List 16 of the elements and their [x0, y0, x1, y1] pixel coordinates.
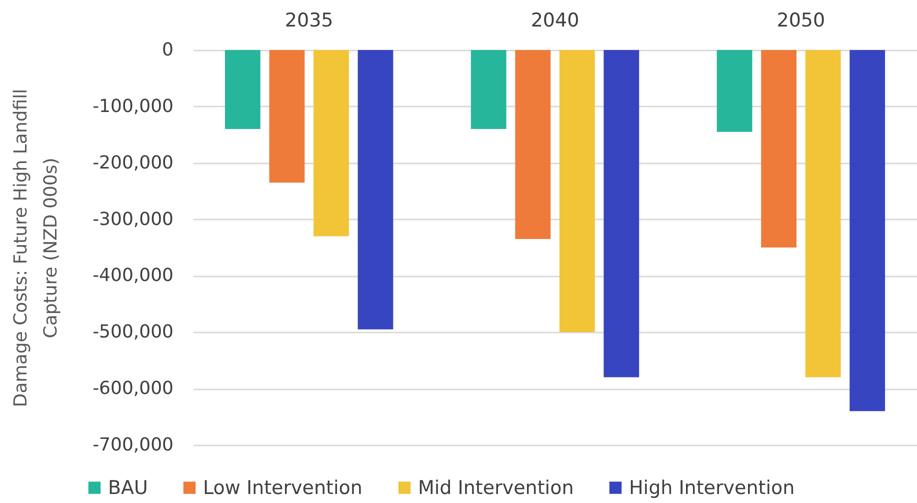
y-tick-label: -500,000	[92, 322, 174, 343]
y-tick-label: -100,000	[92, 96, 174, 117]
y-tick-label: 0	[162, 40, 174, 60]
y-tick-label: -700,000	[92, 434, 174, 456]
x-tick-label: 2035	[284, 10, 334, 32]
legend-label: Low Intervention	[203, 476, 362, 499]
y-tick-label: -400,000	[92, 265, 174, 286]
legend-label: BAU	[108, 476, 148, 499]
y-tick-label: -300,000	[92, 208, 174, 230]
y-tick-label: -600,000	[92, 378, 174, 400]
x-tick-label: 2040	[530, 10, 580, 32]
legend-label: Mid Intervention	[418, 476, 574, 499]
legend-label: High Intervention	[629, 476, 795, 499]
x-tick-label: 2050	[776, 10, 826, 32]
y-axis-title: Damage Costs: Future High Landfill Capture (NZD 000s)	[10, 88, 62, 408]
y-tick-label: -200,000	[92, 152, 174, 174]
